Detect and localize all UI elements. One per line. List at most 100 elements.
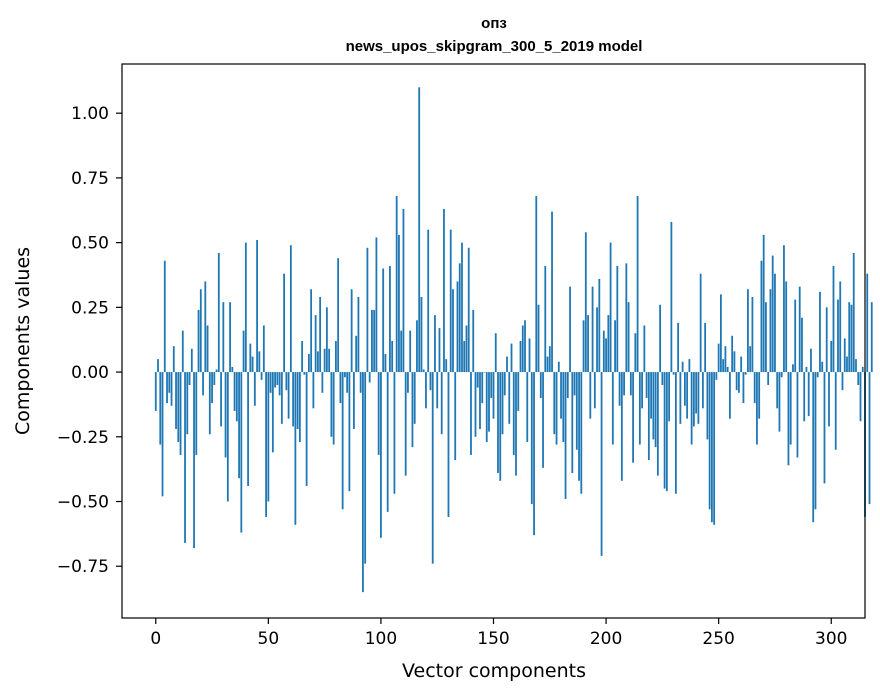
bar-component-171 xyxy=(539,372,542,398)
bar-component-130 xyxy=(447,372,450,518)
bar-component-97 xyxy=(373,309,376,373)
bar-component-108 xyxy=(398,234,400,373)
y-tick-label: −0.50 xyxy=(57,493,109,513)
bar-component-111 xyxy=(404,372,407,476)
bar-component-74 xyxy=(321,372,324,393)
bar-component-201 xyxy=(607,315,610,373)
bar-component-9 xyxy=(175,372,177,430)
bar-component-262 xyxy=(744,372,747,375)
bar-component-312 xyxy=(857,372,860,386)
bar-component-270 xyxy=(762,234,765,373)
bar-component-205 xyxy=(616,265,619,373)
bar-component-215 xyxy=(638,372,641,445)
bar-component-176 xyxy=(551,211,553,373)
bar-component-268 xyxy=(758,372,761,419)
bar-component-21 xyxy=(202,372,204,396)
bar-component-15 xyxy=(188,372,191,386)
bar-component-228 xyxy=(668,372,671,422)
bar-component-224 xyxy=(659,304,662,373)
bar-component-295 xyxy=(819,291,821,373)
bar-component-14 xyxy=(186,372,189,435)
bar-component-54 xyxy=(276,372,279,386)
bar-component-190 xyxy=(582,320,585,373)
bar-component-29 xyxy=(220,372,222,427)
bar-component-274 xyxy=(771,255,774,373)
bar-component-232 xyxy=(677,322,680,373)
x-tick-label: 250 xyxy=(702,629,734,649)
bar-component-298 xyxy=(825,307,828,373)
bar-component-199 xyxy=(602,330,605,373)
x-tick-label: 150 xyxy=(477,629,509,649)
bar-component-293 xyxy=(814,372,817,510)
bar-component-158 xyxy=(510,343,513,373)
bar-component-229 xyxy=(670,221,673,373)
bar-component-78 xyxy=(330,372,333,437)
bar-component-103 xyxy=(386,372,389,512)
bar-component-60 xyxy=(289,245,292,373)
y-tick-label: −0.25 xyxy=(57,428,109,448)
bar-component-147 xyxy=(485,372,488,442)
bar-component-294 xyxy=(816,372,819,378)
bar-component-161 xyxy=(517,372,520,411)
x-tick-label: 0 xyxy=(150,629,161,649)
bar-component-223 xyxy=(656,372,659,476)
chart-title-line2: news_upos_skipgram_300_5_2019 model xyxy=(346,38,643,55)
bar-component-123 xyxy=(431,372,434,564)
bar-component-196 xyxy=(596,307,598,373)
plot-area-frame xyxy=(121,63,866,619)
bar-component-126 xyxy=(438,328,441,373)
bar-component-310 xyxy=(852,252,855,373)
bar-component-94 xyxy=(366,247,369,373)
bar-component-64 xyxy=(298,372,301,442)
bar-component-58 xyxy=(285,372,288,391)
bar-component-150 xyxy=(492,372,495,419)
bar-component-317 xyxy=(868,372,871,505)
bar-component-47 xyxy=(260,372,263,380)
bar-component-20 xyxy=(199,289,202,373)
bar-component-55 xyxy=(278,372,281,396)
bar-component-226 xyxy=(663,372,666,489)
y-tick-label: 1.00 xyxy=(71,104,109,124)
bar-component-1 xyxy=(157,359,159,373)
bar-component-83 xyxy=(341,372,344,510)
bar-component-24 xyxy=(208,372,211,435)
bar-component-36 xyxy=(235,372,238,422)
bar-component-285 xyxy=(796,372,799,458)
bar-component-77 xyxy=(328,348,331,373)
bar-component-193 xyxy=(589,372,592,419)
bar-component-33 xyxy=(229,302,231,373)
bar-component-72 xyxy=(316,351,319,373)
bar-component-154 xyxy=(501,372,504,435)
bar-component-178 xyxy=(555,372,558,445)
bar-component-179 xyxy=(557,361,560,373)
bar-component-181 xyxy=(562,372,565,442)
bar-component-208 xyxy=(623,372,625,396)
bar-component-129 xyxy=(445,359,448,373)
bar-component-75 xyxy=(323,348,326,373)
bar-component-216 xyxy=(641,372,643,409)
bar-component-283 xyxy=(792,364,794,373)
bar-component-113 xyxy=(409,330,412,373)
bar-component-240 xyxy=(695,372,698,414)
bar-component-3 xyxy=(161,372,164,497)
bar-component-237 xyxy=(688,359,691,373)
bar-component-141 xyxy=(472,309,475,373)
bar-component-112 xyxy=(407,372,409,393)
bar-component-145 xyxy=(481,372,484,404)
bar-component-51 xyxy=(269,372,272,393)
bar-component-318 xyxy=(870,302,873,373)
bar-component-218 xyxy=(645,372,648,398)
bar-component-186 xyxy=(573,372,576,396)
bar-component-239 xyxy=(692,372,695,427)
bar-component-301 xyxy=(832,265,835,373)
bar-component-27 xyxy=(215,369,218,373)
bar-component-210 xyxy=(627,302,630,373)
bar-component-204 xyxy=(614,320,616,373)
bar-component-299 xyxy=(828,372,830,427)
y-tick-label: 0.50 xyxy=(71,234,109,254)
bar-component-140 xyxy=(470,372,472,455)
bar-component-26 xyxy=(213,372,216,386)
bar-component-250 xyxy=(717,343,720,373)
bar-component-264 xyxy=(749,346,752,373)
bar-component-88 xyxy=(353,372,355,430)
